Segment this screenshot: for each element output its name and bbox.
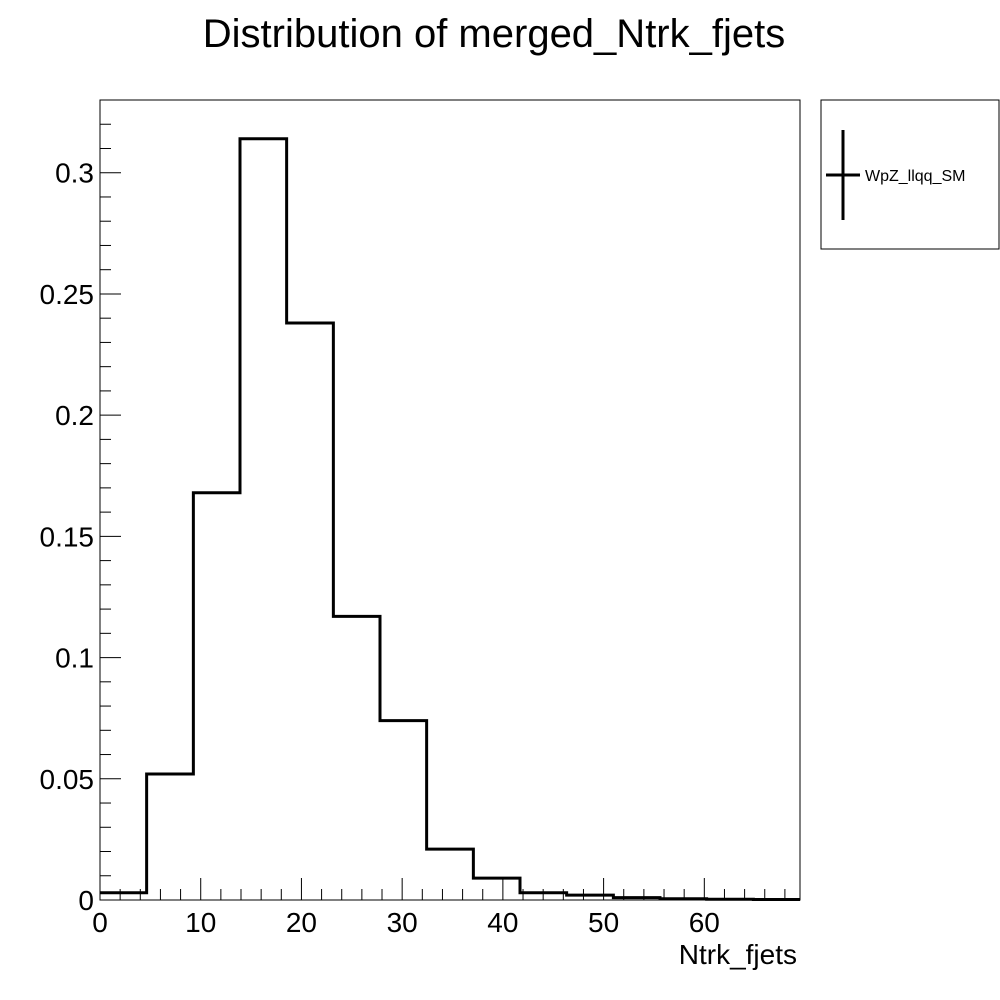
y-tick-label: 0 — [78, 885, 94, 916]
x-tick-label: 60 — [689, 907, 720, 938]
legend-entry-label: WpZ_llqq_SM — [865, 168, 965, 185]
chart-title: Distribution of merged_Ntrk_fjets — [203, 12, 785, 56]
y-tick-label: 0.25 — [40, 279, 95, 310]
x-tick-label: 10 — [185, 907, 216, 938]
y-tick-label: 0.05 — [40, 764, 95, 795]
x-axis-ticks: 0 10 20 30 40 50 60 — [92, 878, 720, 938]
y-tick-label: 0.15 — [40, 521, 95, 552]
y-tick-label: 0.3 — [55, 158, 94, 189]
y-axis-ticks: 0 0.05 0.1 0.15 0.2 0.25 0.3 — [40, 158, 121, 916]
x-tick-label: 40 — [487, 907, 518, 938]
x-tick-label: 20 — [286, 907, 317, 938]
y-minor-ticks — [100, 123, 111, 877]
x-minor-ticks — [119, 889, 786, 900]
x-axis-label: Ntrk_fjets — [679, 939, 797, 970]
y-tick-label: 0.1 — [55, 643, 94, 674]
x-tick-label: 0 — [92, 907, 108, 938]
histogram-step-line — [100, 137, 800, 902]
plot-frame — [99, 99, 801, 901]
legend: WpZ_llqq_SM — [820, 99, 1000, 250]
x-tick-label: 30 — [387, 907, 418, 938]
y-tick-label: 0.2 — [55, 400, 94, 431]
x-tick-label: 50 — [588, 907, 619, 938]
